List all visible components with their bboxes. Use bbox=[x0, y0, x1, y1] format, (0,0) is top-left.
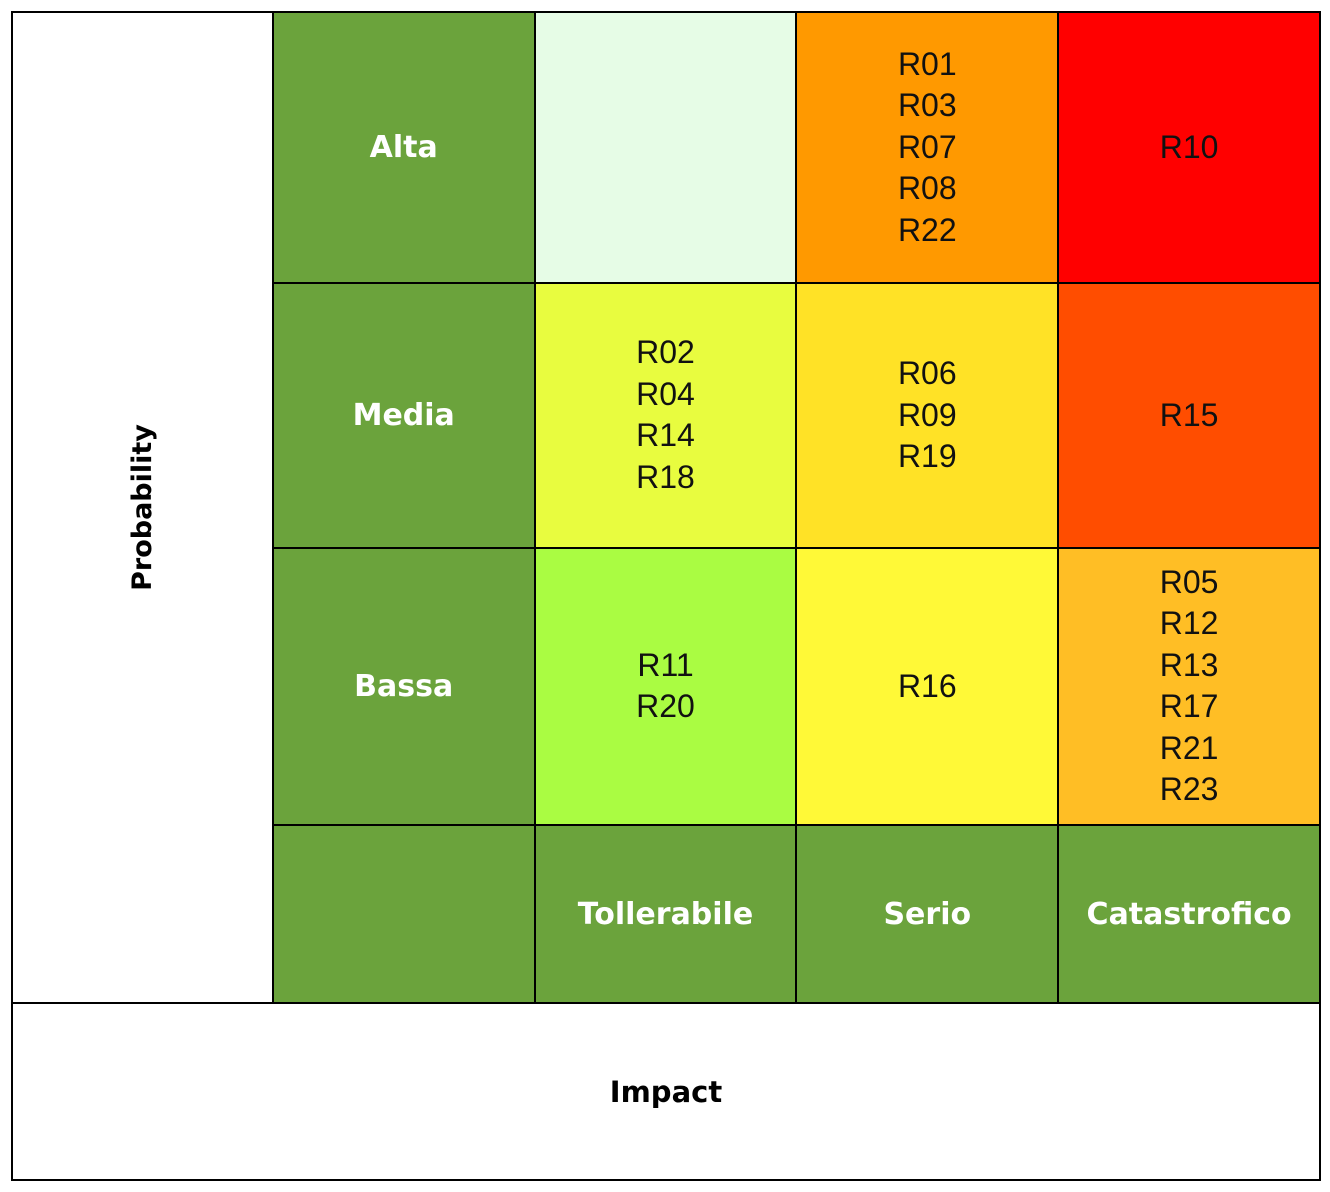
risk-cell-alta-catastrofico: R10 bbox=[1057, 11, 1321, 284]
probability-label: Alta bbox=[369, 129, 438, 165]
risk-id: R08 bbox=[897, 170, 957, 207]
risk-list: R06 R09 R19 bbox=[797, 353, 1057, 478]
risk-list: R05 R12 R13 R17 R21 R23 bbox=[1059, 562, 1319, 811]
risk-id: R23 bbox=[1159, 771, 1219, 808]
probability-axis: Probability bbox=[11, 10, 274, 1005]
risk-id: R18 bbox=[636, 458, 695, 495]
impact-label: Tollerabile bbox=[577, 896, 754, 932]
risk-id: R03 bbox=[897, 87, 957, 124]
impact-header-catastrofico: Catastrofico bbox=[1057, 823, 1321, 1005]
risk-list: R10 bbox=[1059, 127, 1319, 169]
risk-id: R02 bbox=[636, 334, 695, 371]
risk-id: R19 bbox=[897, 438, 957, 475]
risk-cell-alta-tollerabile bbox=[533, 11, 798, 284]
risk-list: R01 R03 R07 R08 R22 bbox=[797, 44, 1057, 252]
risk-id: R07 bbox=[897, 128, 957, 165]
risk-cell-bassa-tollerabile: R11 R20 bbox=[533, 546, 798, 826]
impact-header-row: Tollerabile Serio Catastrofico bbox=[12, 823, 1321, 1005]
impact-label: Catastrofico bbox=[1086, 896, 1292, 932]
impact-axis-row: Impact bbox=[11, 1002, 1321, 1181]
risk-matrix: Probability Alta R01 R03 R07 R08 R22 R10 Med… bbox=[11, 10, 1321, 1181]
probability-label: Bassa bbox=[354, 668, 454, 704]
risk-cell-alta-serio: R01 R03 R07 R08 R22 bbox=[795, 11, 1060, 284]
matrix-row-bassa: Bassa R11 R20 R16 R05 R12 R13 R17 R21 R23 bbox=[12, 546, 1321, 826]
impact-header-tollerabile: Tollerabile bbox=[533, 823, 798, 1005]
risk-id: R09 bbox=[897, 396, 957, 433]
risk-cell-media-serio: R06 R09 R19 bbox=[795, 281, 1060, 549]
risk-id: R21 bbox=[1159, 729, 1219, 766]
risk-id: R11 bbox=[637, 646, 694, 683]
risk-id: R17 bbox=[1159, 688, 1219, 725]
risk-list: R11 R20 bbox=[536, 645, 796, 728]
probability-header-bassa: Bassa bbox=[271, 546, 536, 826]
impact-axis: Impact bbox=[11, 1002, 1321, 1181]
matrix-row-alta: Probability Alta R01 R03 R07 R08 R22 R10 bbox=[11, 10, 1321, 1005]
risk-list: R15 bbox=[1059, 395, 1319, 437]
impact-header-serio: Serio bbox=[795, 823, 1060, 1005]
probability-axis-label: Probability bbox=[126, 424, 158, 592]
risk-id: R06 bbox=[897, 355, 957, 392]
risk-id: R15 bbox=[1159, 396, 1219, 433]
risk-id: R01 bbox=[897, 45, 957, 82]
risk-id: R13 bbox=[1159, 646, 1219, 683]
probability-header-alta: Alta bbox=[271, 11, 536, 284]
risk-cell-media-catastrofico: R15 bbox=[1057, 281, 1321, 549]
risk-id: R22 bbox=[897, 211, 957, 248]
risk-list: R02 R04 R14 R18 bbox=[536, 332, 796, 498]
risk-id: R20 bbox=[636, 688, 695, 725]
risk-cell-bassa-catastrofico: R05 R12 R13 R17 R21 R23 bbox=[1057, 546, 1321, 826]
risk-id: R12 bbox=[1159, 605, 1219, 642]
matrix-row-media: Media R02 R04 R14 R18 R06 R09 R19 R15 bbox=[12, 281, 1321, 549]
risk-cell-bassa-serio: R16 bbox=[795, 546, 1060, 826]
risk-id: R16 bbox=[897, 667, 957, 704]
impact-axis-label: Impact bbox=[609, 1074, 723, 1109]
corner-cell bbox=[271, 823, 536, 1005]
risk-id: R04 bbox=[636, 375, 695, 412]
risk-id: R10 bbox=[1159, 128, 1219, 165]
risk-list: R16 bbox=[797, 666, 1057, 708]
probability-label: Media bbox=[352, 397, 455, 433]
risk-id: R05 bbox=[1159, 563, 1219, 600]
probability-header-media: Media bbox=[271, 281, 536, 549]
impact-label: Serio bbox=[883, 896, 972, 932]
risk-id: R14 bbox=[636, 417, 695, 454]
risk-cell-media-tollerabile: R02 R04 R14 R18 bbox=[533, 281, 798, 549]
